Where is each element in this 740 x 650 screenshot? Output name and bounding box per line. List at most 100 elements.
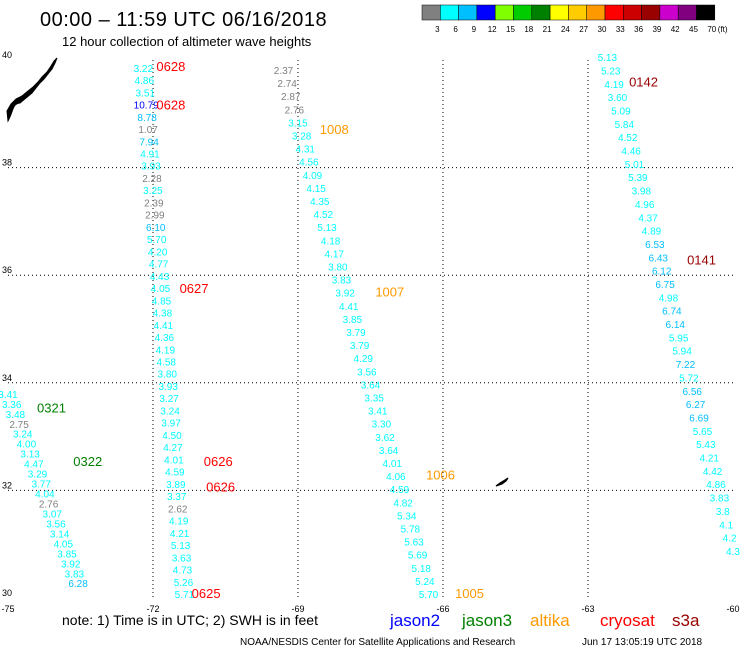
wave-height-value: 6.27 — [686, 400, 706, 411]
wave-height-value: 4.18 — [321, 236, 341, 247]
pass-time-label: 1008 — [320, 122, 349, 137]
wave-height-value: 4.58 — [157, 358, 177, 369]
wave-height-value: 3.07 — [43, 509, 63, 520]
wave-height-value: 3.62 — [375, 433, 395, 444]
wave-height-value: 4.09 — [303, 171, 323, 182]
color-swatch — [513, 4, 533, 21]
wave-height-value: 3.15 — [288, 118, 308, 129]
wave-height-value: 4.2 — [723, 534, 737, 545]
wave-height-value: 4.3 — [726, 547, 740, 558]
wave-height-value: 5.23 — [601, 66, 621, 77]
wave-height-value: 3.79 — [346, 328, 366, 339]
wave-height-value: 6.10 — [146, 223, 166, 234]
wave-height-value: 10.79 — [134, 101, 159, 112]
wave-height-value: 3.51 — [136, 88, 156, 99]
wave-height-value: 3.92 — [335, 289, 355, 300]
color-scale-label: 70 — [707, 25, 716, 34]
wave-height-value: 4.36 — [155, 333, 175, 344]
color-swatch — [568, 4, 587, 21]
wave-height-value: 4.37 — [638, 213, 658, 224]
wave-height-value: 3.27 — [159, 394, 179, 405]
wave-height-value: 3.80 — [157, 370, 177, 381]
wave-height-value: 3.97 — [161, 419, 181, 430]
wave-height-value: 6.75 — [655, 280, 675, 291]
wave-height-value: 4.15 — [306, 184, 326, 195]
wave-height-value: 4.05 — [54, 539, 74, 550]
color-swatch — [458, 4, 478, 21]
legend-jason2: jason2 — [389, 611, 440, 630]
wave-height-value: 5.26 — [174, 578, 194, 589]
satellite-legend: jason2 jason3 altika cryosat s3a — [389, 611, 700, 630]
wave-height-value: 3.30 — [372, 420, 392, 431]
color-swatch — [696, 4, 716, 21]
wave-height-value: 6.69 — [689, 413, 709, 424]
wave-height-value: 2.74 — [277, 79, 297, 90]
pass-time-label: 1005 — [455, 586, 484, 601]
color-scale-label: 45 — [689, 25, 698, 34]
y-tick-label: 34 — [2, 373, 12, 383]
wave-height-value: 5.70 — [419, 590, 439, 601]
wave-height-value: 3.14 — [50, 529, 70, 540]
footer-timestamp: Jun 17 13:05:19 UTC 2018 — [582, 637, 703, 648]
wave-height-value: 2.37 — [274, 66, 294, 77]
wave-height-value: 3.8 — [716, 507, 730, 518]
color-scale-label: 3 — [435, 25, 440, 34]
wave-height-value: 8.78 — [137, 113, 157, 124]
x-tick-label: -66 — [436, 604, 449, 614]
wave-height-value: 2.76 — [39, 500, 59, 511]
wave-height-value: 3.37 — [167, 492, 187, 503]
wave-height-value: 6.74 — [662, 307, 682, 318]
wave-height-value: 5.63 — [404, 538, 424, 549]
wave-height-value: 3.83 — [332, 276, 352, 287]
color-swatch — [659, 4, 679, 21]
color-scale-label: 9 — [472, 25, 477, 34]
wave-height-value: 4.85 — [152, 296, 172, 307]
x-tick-label: -72 — [146, 604, 159, 614]
wave-height-value: 3.83 — [65, 569, 85, 580]
wave-height-value: 6.43 — [649, 253, 669, 264]
color-swatch — [641, 4, 661, 21]
color-swatch — [494, 4, 514, 21]
pass-time-label: 0625 — [192, 586, 221, 601]
color-scale-label: 30 — [598, 25, 607, 34]
wave-height-value: 5.71 — [175, 590, 195, 601]
wave-height-value: 3.13 — [20, 450, 40, 461]
wave-height-value: 3.22 — [134, 64, 154, 75]
wave-height-value: 6.14 — [666, 320, 686, 331]
wave-height-value: 2.99 — [145, 211, 165, 222]
wave-height-value: 4.41 — [154, 321, 174, 332]
wave-height-value: 5.24 — [415, 577, 435, 588]
color-swatch — [421, 4, 441, 21]
wave-height-value: 4.96 — [635, 200, 655, 211]
wave-height-value: 6.28 — [68, 579, 88, 590]
color-scale-label: 39 — [652, 25, 661, 34]
wave-height-value: 7.94 — [139, 137, 159, 148]
wave-height-value: 4.52 — [314, 210, 334, 221]
wave-height-value: 3.29 — [28, 470, 48, 481]
wave-height-value: 2.28 — [142, 174, 162, 185]
wave-height-value: 3.64 — [379, 446, 399, 457]
wave-height-value: 5.65 — [693, 427, 713, 438]
wave-height-value: 3.24 — [13, 430, 33, 441]
wave-height-value: 4.19 — [604, 80, 624, 91]
y-tick-label: 36 — [2, 265, 12, 275]
wave-height-value: 4.86 — [706, 480, 726, 491]
color-scale-label: 42 — [671, 25, 680, 34]
y-tick-label: 38 — [2, 158, 12, 168]
wave-height-value: 4.89 — [642, 227, 662, 238]
x-tick-label: -60 — [726, 604, 739, 614]
wave-height-value: 2.87 — [281, 92, 301, 103]
wave-height-value: 5.39 — [628, 173, 648, 184]
wave-height-value: 4.19 — [169, 517, 189, 528]
legend-jason3: jason3 — [461, 611, 512, 630]
wave-height-value: 4.38 — [153, 309, 173, 320]
pass-time-labels: 0628 0628 1008 0142 0141 0627 1007 0321 0322 0626… — [37, 59, 716, 601]
coastline-shape — [6, 57, 58, 123]
color-scale-unit: (ft) — [718, 25, 728, 34]
wave-height-value: 4.41 — [339, 302, 359, 313]
wave-height-value: 4.43 — [150, 272, 170, 283]
wave-height-value: 6.12 — [652, 267, 672, 278]
wave-height-value: 4.59 — [165, 468, 185, 479]
wave-height-value: 5.18 — [412, 564, 432, 575]
wave-height-value: 4.50 — [162, 431, 182, 442]
